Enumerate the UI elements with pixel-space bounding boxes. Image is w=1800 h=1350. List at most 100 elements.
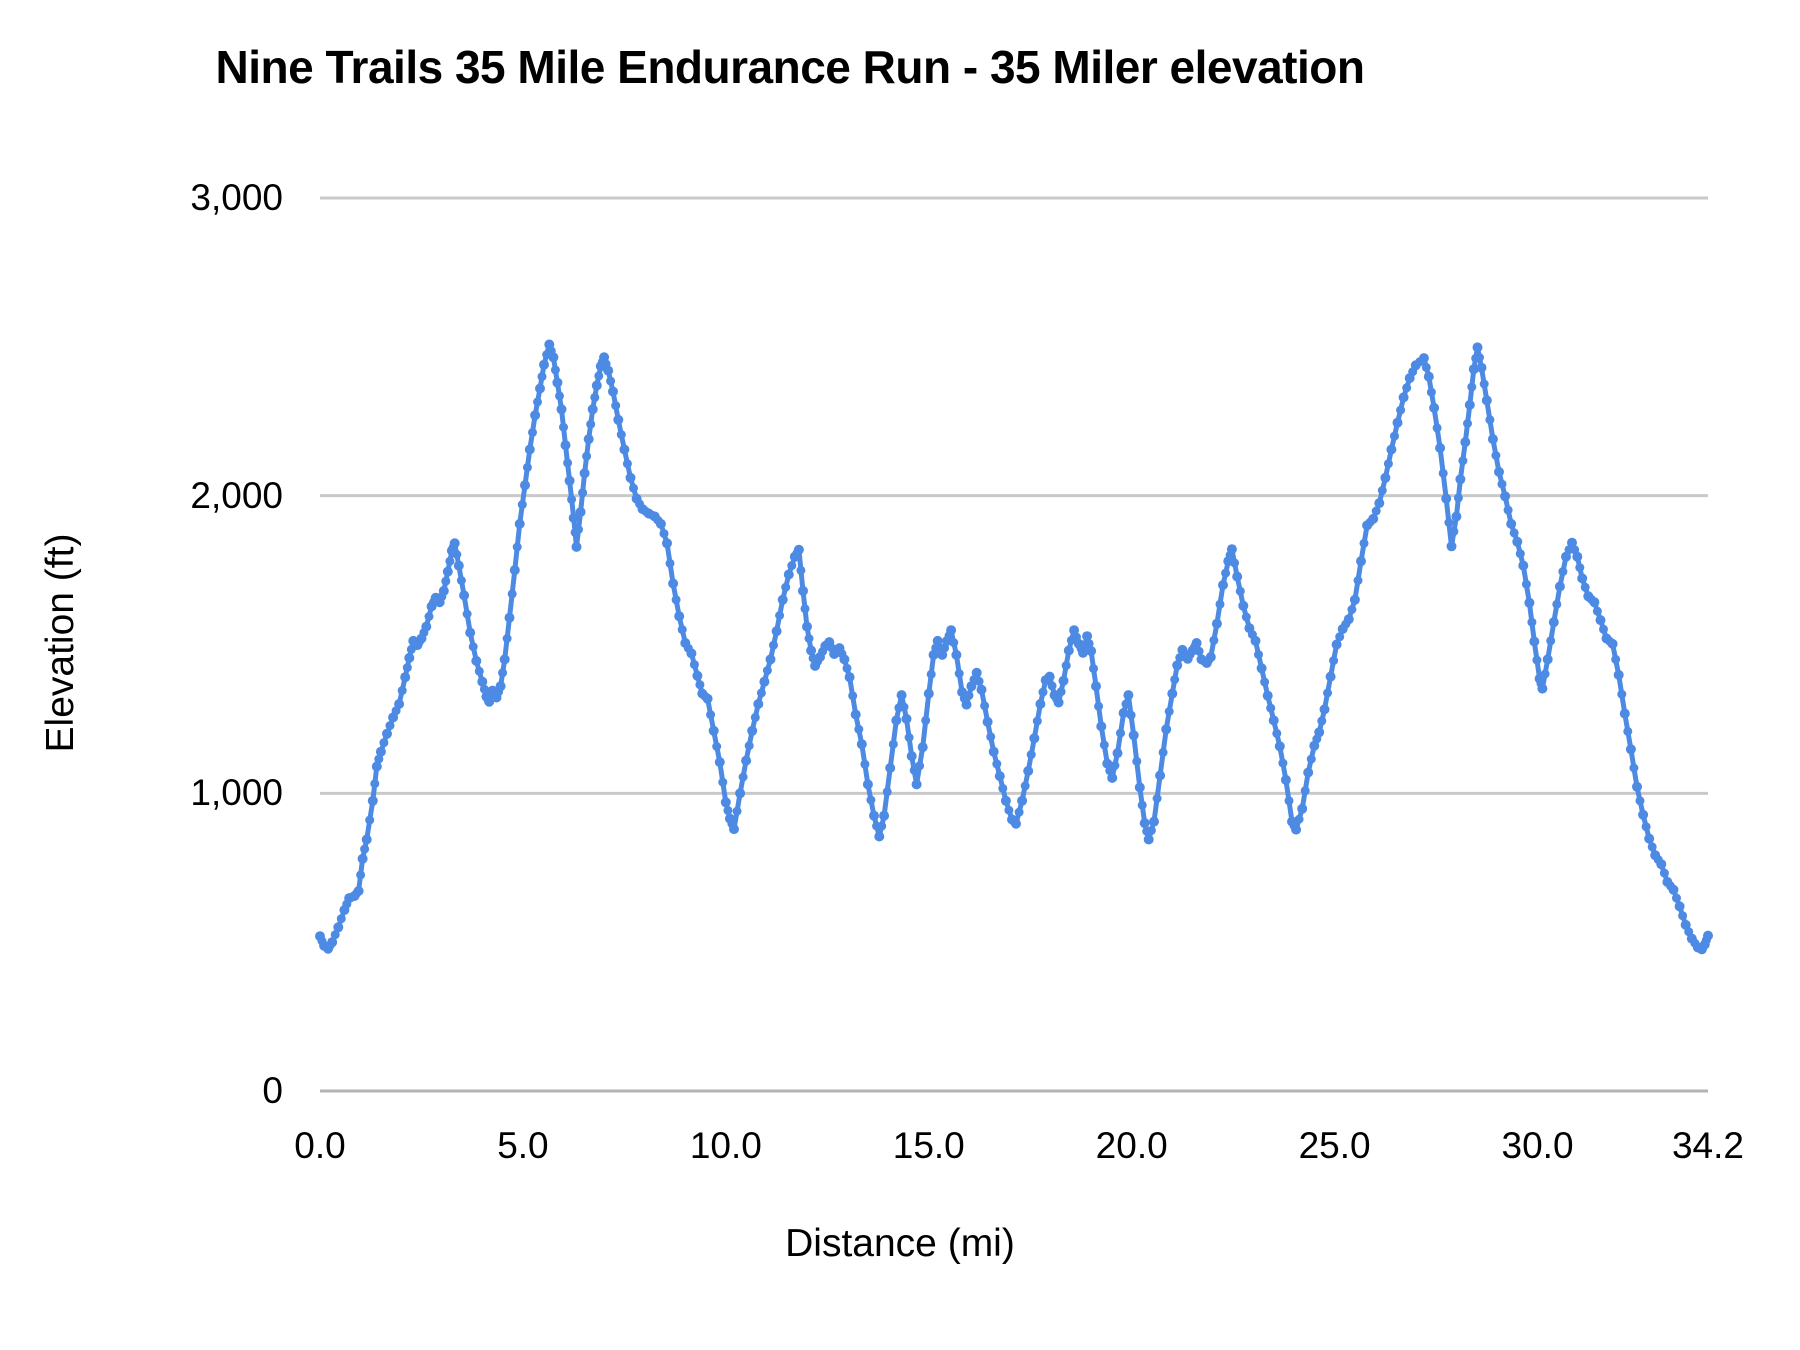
data-point-bead [1666,881,1675,891]
data-point-bead [1463,419,1472,428]
data-point-bead [1289,821,1299,831]
data-point [1619,708,1630,719]
data-point-bead [800,604,810,614]
data-point-bead [1475,353,1484,362]
data-point [1638,809,1649,820]
data-point-bead [1335,632,1345,642]
data-point-bead [336,914,346,924]
data-point-bead [448,542,458,552]
data-point-bead [622,459,632,469]
data-point-bead [1521,579,1531,589]
data-point-bead [1032,716,1042,726]
data-point-bead [1020,781,1030,791]
data-point [911,779,922,790]
data-point-bead [1152,794,1162,803]
data-point [937,649,948,660]
data-point [1211,618,1222,629]
data-point [1441,493,1452,504]
data-point [568,513,579,523]
data-point-bead [397,686,407,696]
data-point [471,655,482,666]
data-point [1256,663,1267,674]
x-tick-label: 30.0 [1501,1125,1574,1166]
data-point-bead [1383,459,1393,469]
data-point [1268,715,1279,726]
data-point [1595,615,1606,626]
data-point-bead [1527,617,1537,627]
data-point-bead [1449,526,1459,536]
data-point-bead [1230,558,1240,568]
data-point-bead [1235,586,1245,596]
data-point [539,359,549,370]
data-point [777,594,788,605]
data-point-bead [1254,650,1263,660]
x-tick-label: 34.2 [1671,1125,1744,1166]
data-point-bead [732,806,742,816]
data-point [1674,901,1685,912]
data-point-bead [848,691,858,701]
data-point [514,518,525,529]
data-point-bead [402,663,412,673]
data-point [1524,597,1535,608]
data-point-bead [866,795,876,805]
data-point-bead [379,738,389,748]
data-point-bead [517,500,527,510]
data-point-bead [606,376,616,386]
data-point [714,757,725,768]
data-point-bead [1635,796,1645,806]
data-point [530,410,541,421]
data-point [619,444,630,455]
data-point [1303,767,1314,778]
data-point [1554,581,1565,592]
data-point [741,755,752,766]
data-point-bead [1509,528,1519,538]
data-point [862,779,873,790]
y-tick-label: 2,000 [190,474,283,516]
data-point-bead [1004,805,1014,815]
data-point-bead [1365,517,1375,527]
data-point-bead [498,668,508,678]
data-point [1107,772,1118,783]
data-point [1435,443,1446,453]
data-point-bead [689,660,699,670]
x-axis-title: Distance (mi) [785,1222,1015,1265]
data-point-bead [787,561,797,571]
data-point-bead [813,657,823,666]
data-point-bead [964,690,974,700]
data-point [1096,721,1107,732]
data-point [1023,766,1034,776]
data-point [404,652,415,663]
data-point-bead [712,742,722,751]
data-point-bead [635,499,645,509]
data-point-bead [1052,694,1062,704]
data-point [361,834,372,845]
data-point [1561,551,1571,562]
data-point-bead [706,710,716,720]
data-point [1118,708,1129,718]
data-point-bead [360,844,370,854]
data-point-bead [1672,893,1681,903]
data-point [579,468,590,479]
data-point-bead [325,940,335,950]
data-point-bead [1247,630,1257,639]
data-point-bead [1359,538,1369,548]
data-point-bead [590,392,600,402]
data-point-bead [507,589,517,599]
data-point-bead [944,631,954,641]
data-point-bead [695,680,705,690]
data-point-bead [1458,456,1468,466]
data-point-bead [854,724,864,734]
data-point-bead [1641,822,1651,832]
data-point [1423,371,1434,382]
data-point-bead [723,805,733,815]
data-point-bead [1038,687,1048,697]
data-point [735,788,746,799]
data-point [759,676,770,687]
data-point [1082,631,1093,642]
data-point-bead [1317,716,1327,726]
data-point [783,569,794,580]
data-point-bead [926,669,936,679]
data-point [357,853,368,864]
data-point [1035,699,1046,709]
data-point-bead [1146,826,1156,835]
